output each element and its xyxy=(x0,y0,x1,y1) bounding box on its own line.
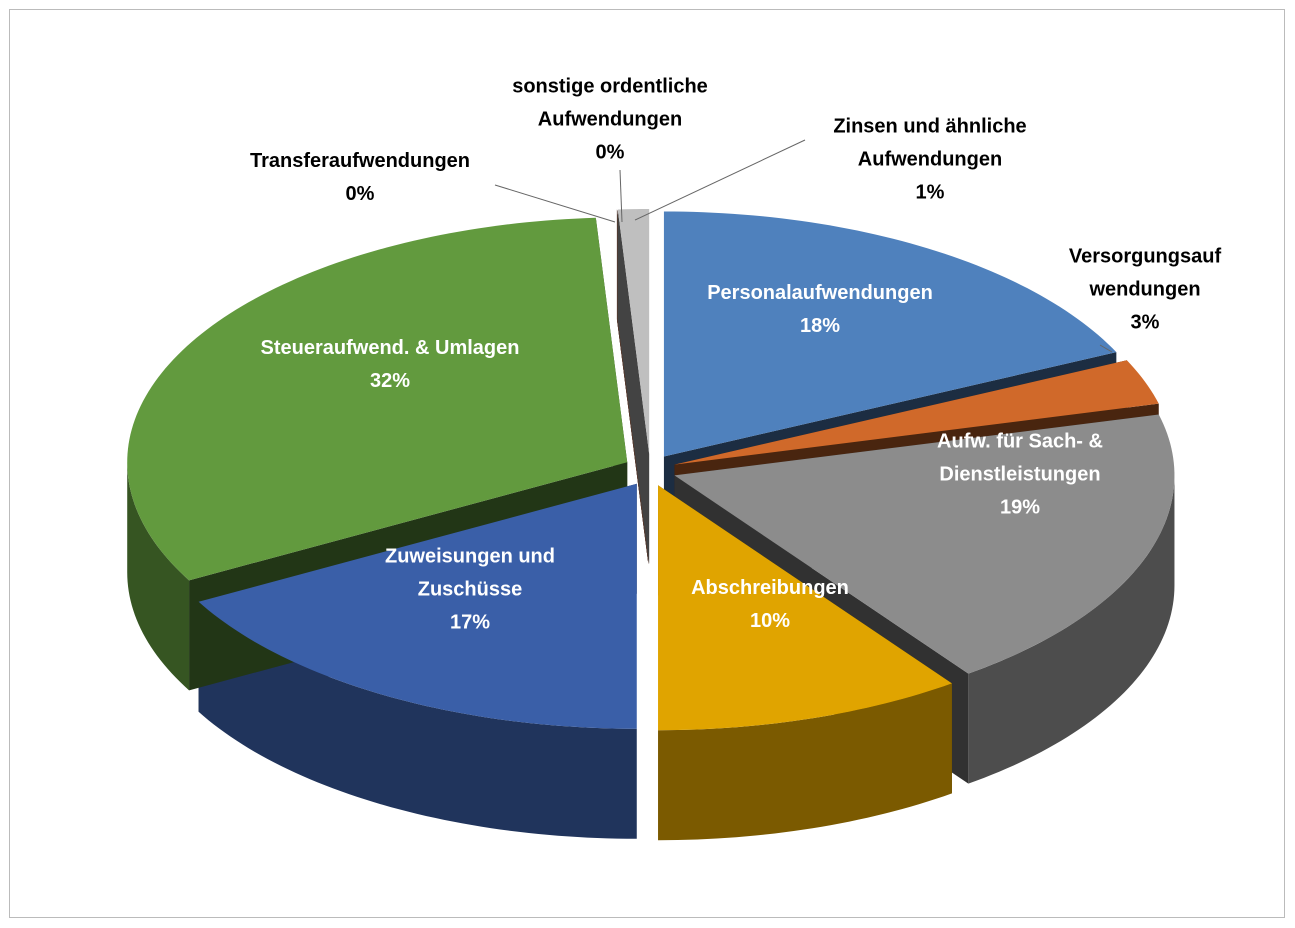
outer-wall xyxy=(658,683,952,841)
percent-label: 19% xyxy=(999,496,1041,519)
category-label: sonstige ordentliche Aufwendungen xyxy=(512,75,708,131)
slice-label: Abschreibungen 10% xyxy=(610,572,930,638)
category-label: Zinsen und ähnliche Aufwendungen xyxy=(833,115,1027,171)
outer-wall xyxy=(127,462,190,691)
slice-label: Versorgungsauf wendungen 3% xyxy=(985,241,1295,340)
category-label: Transferaufwendungen xyxy=(249,150,471,172)
frame xyxy=(9,9,1285,918)
percent-label: 1% xyxy=(915,181,945,204)
percent-label: 0% xyxy=(595,141,625,164)
slice-label: Aufw. für Sach- & Dienstleistungen 19% xyxy=(860,426,1180,525)
outer-wall xyxy=(198,601,637,839)
slice-label: sonstige ordentliche Aufwendungen 0% xyxy=(450,71,770,170)
slice xyxy=(674,414,1175,674)
percent-label: 10% xyxy=(749,610,791,632)
slice-label: Personalaufwendungen 18% xyxy=(660,277,980,343)
slice xyxy=(616,209,649,455)
category-label: Zuweisungen und Zuschüsse xyxy=(385,545,555,601)
leader-line xyxy=(619,169,623,223)
category-label: Versorgungsauf wendungen xyxy=(1068,245,1222,301)
slice xyxy=(127,217,628,581)
category-label: Personalaufwendungen xyxy=(707,282,933,304)
slice xyxy=(658,485,952,731)
radial-wall xyxy=(617,209,650,565)
category-label: Steueraufwend. & Umlagen xyxy=(260,337,520,359)
slice-label: Steueraufwend. & Umlagen 32% xyxy=(230,332,550,398)
category-label: Abschreibungen xyxy=(691,577,849,599)
percent-label: 18% xyxy=(799,315,841,337)
slices xyxy=(127,209,1175,731)
percent-label: 32% xyxy=(369,370,411,392)
slice xyxy=(663,211,1117,457)
outer-wall xyxy=(968,475,1175,784)
slice xyxy=(198,483,637,729)
percent-label: 0% xyxy=(345,183,375,205)
leader-line xyxy=(494,184,616,223)
slice-label: Zinsen und ähnliche Aufwendungen 1% xyxy=(770,111,1090,210)
category-label: Aufw. für Sach- & Dienstleistungen xyxy=(937,430,1103,486)
slice-label: Zuweisungen und Zuschüsse 17% xyxy=(310,541,630,640)
slice-label: Transferaufwendungen 0% xyxy=(200,145,520,211)
leader-line xyxy=(1099,344,1113,353)
slice xyxy=(674,360,1159,465)
percent-label: 17% xyxy=(449,611,491,634)
percent-label: 3% xyxy=(1130,311,1160,334)
leader-line xyxy=(634,139,806,221)
slice xyxy=(617,209,650,455)
